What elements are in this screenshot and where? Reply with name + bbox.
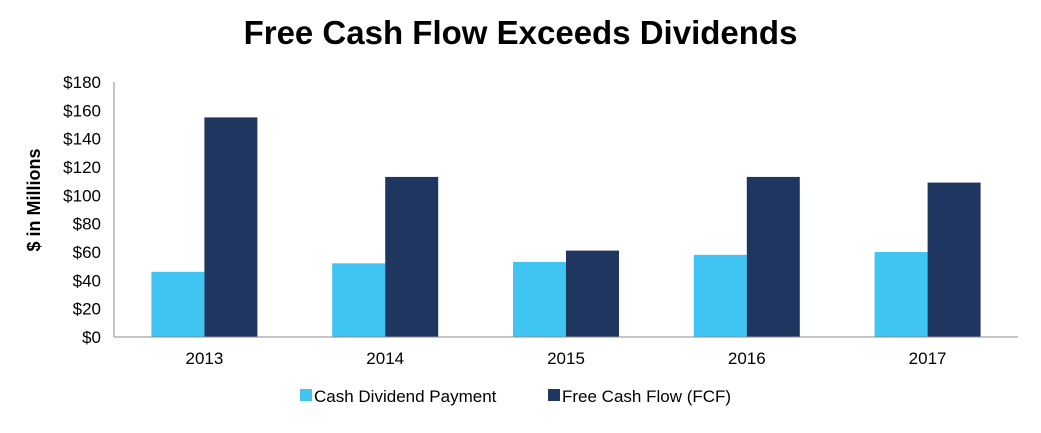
y-tick-label: $20: [73, 300, 101, 319]
x-tick-label: 2013: [185, 349, 223, 368]
x-tick-label: 2017: [909, 349, 947, 368]
bar-dividend-2013: [151, 271, 205, 337]
bar-fcf-2015: [566, 250, 619, 337]
y-tick-label: $40: [73, 271, 101, 290]
legend: Cash Dividend Payment Free Cash Flow (FCF…: [300, 387, 731, 406]
bar-dividend-2017: [874, 252, 928, 337]
bar-dividend-2016: [693, 254, 747, 337]
y-tick-label: $80: [73, 215, 101, 234]
y-tick-label: $0: [82, 328, 101, 347]
bar-dividend-2015: [513, 261, 566, 337]
bar-fcf-2014: [385, 176, 439, 337]
x-tick-label: 2014: [366, 349, 404, 368]
bar-fcf-2016: [746, 176, 800, 337]
x-tick-label: 2016: [728, 349, 766, 368]
legend-label: Cash Dividend Payment: [314, 387, 497, 406]
x-tick-label: 2015: [547, 349, 585, 368]
bar-dividend-2014: [332, 263, 386, 337]
legend-label: Free Cash Flow (FCF): [562, 387, 731, 406]
y-tick-label: $140: [63, 130, 101, 149]
bar-fcf-2017: [927, 182, 981, 337]
legend-swatch: [548, 389, 560, 401]
y-tick-label: $120: [63, 158, 101, 177]
chart-title: Free Cash Flow Exceeds Dividends: [243, 14, 798, 51]
bar-fcf-2013: [204, 117, 258, 338]
y-axis-label: $ in Millions: [24, 148, 44, 251]
y-tick-label: $160: [63, 101, 101, 120]
y-tick-label: $100: [63, 186, 101, 205]
y-tick-label: $60: [73, 243, 101, 262]
legend-swatch: [300, 389, 312, 401]
y-tick-label: $180: [63, 73, 101, 92]
